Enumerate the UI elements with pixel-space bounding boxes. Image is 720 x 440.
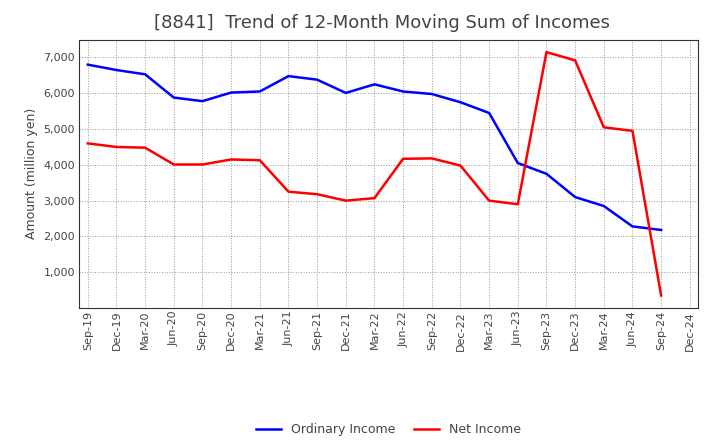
Ordinary Income (284, 73, 293, 79)
Ordinary Income (428, 92, 436, 97)
Net Income (542, 49, 551, 55)
Net Income (600, 125, 608, 130)
Ordinary Income (600, 203, 608, 209)
Legend: Ordinary Income, Net Income: Ordinary Income, Net Income (251, 418, 526, 440)
Net Income (485, 198, 493, 203)
Ordinary Income (169, 95, 178, 100)
Net Income (198, 162, 207, 167)
Net Income (227, 157, 235, 162)
Ordinary Income (628, 224, 636, 229)
Line: Net Income: Net Income (88, 52, 661, 296)
Net Income (341, 198, 350, 203)
Ordinary Income (198, 99, 207, 104)
Ordinary Income (341, 90, 350, 95)
Net Income (628, 128, 636, 133)
Ordinary Income (370, 82, 379, 87)
Ordinary Income (227, 90, 235, 95)
Net Income (456, 163, 465, 168)
Net Income (141, 145, 150, 150)
Net Income (169, 162, 178, 167)
Net Income (399, 156, 408, 161)
Line: Ordinary Income: Ordinary Income (88, 65, 661, 230)
Ordinary Income (112, 67, 121, 73)
Ordinary Income (84, 62, 92, 67)
Ordinary Income (513, 161, 522, 166)
Ordinary Income (485, 110, 493, 116)
Net Income (284, 189, 293, 194)
Ordinary Income (456, 99, 465, 105)
Ordinary Income (256, 89, 264, 94)
Y-axis label: Amount (million yen): Amount (million yen) (25, 108, 38, 239)
Net Income (571, 58, 580, 63)
Net Income (256, 158, 264, 163)
Net Income (370, 195, 379, 201)
Net Income (428, 156, 436, 161)
Ordinary Income (399, 89, 408, 94)
Net Income (84, 141, 92, 146)
Ordinary Income (571, 194, 580, 200)
Ordinary Income (542, 171, 551, 176)
Ordinary Income (141, 72, 150, 77)
Ordinary Income (312, 77, 321, 82)
Ordinary Income (657, 227, 665, 233)
Text: [8841]  Trend of 12-Month Moving Sum of Incomes: [8841] Trend of 12-Month Moving Sum of I… (153, 15, 610, 33)
Net Income (112, 144, 121, 150)
Net Income (513, 202, 522, 207)
Net Income (657, 293, 665, 298)
Net Income (312, 191, 321, 197)
